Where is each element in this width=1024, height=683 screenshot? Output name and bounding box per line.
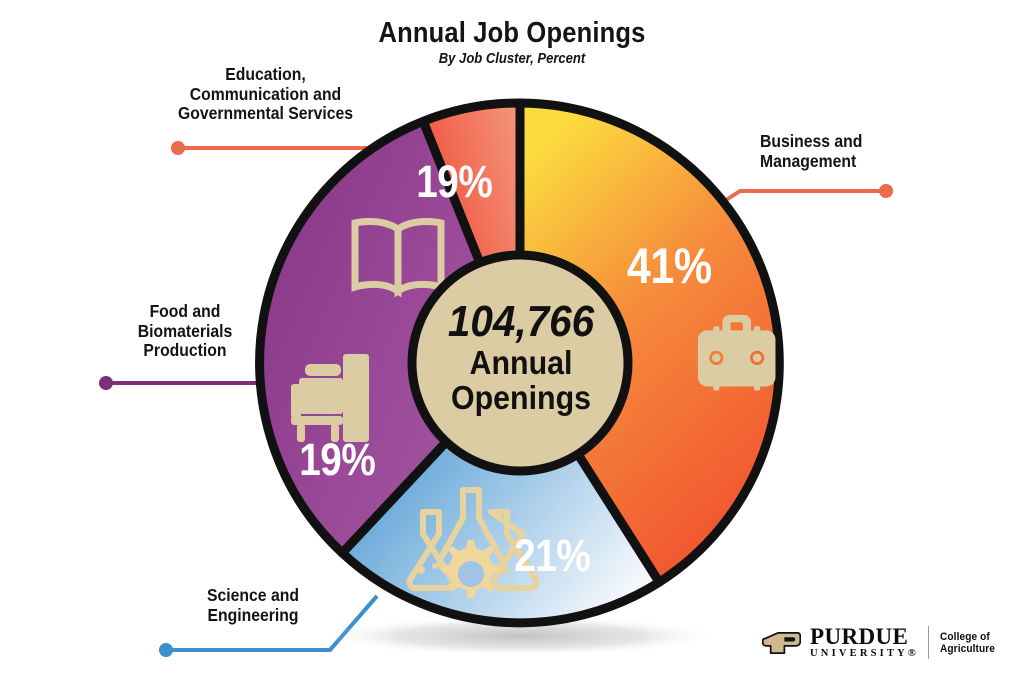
- pie-slices: [255, 98, 784, 628]
- flasks-gear-icon: [406, 487, 540, 598]
- leader-dot-science: [159, 643, 173, 657]
- purdue-wordmark: PURDUE UNIVERSITY®: [810, 625, 919, 660]
- purdue-university-text: UNIVERSITY®: [810, 648, 919, 660]
- callout-label-education: Education, Communication and Governmenta…: [177, 64, 354, 124]
- leader-science: [159, 594, 379, 657]
- purdue-train-p-icon: [762, 631, 801, 654]
- callout-label-science: Science and Engineering: [207, 585, 299, 625]
- pie-svg: [255, 98, 784, 656]
- logo-divider: [927, 626, 929, 659]
- leader-dot-education: [171, 141, 185, 155]
- leader-dot-business: [879, 184, 893, 198]
- center-hub: [407, 250, 633, 476]
- leader-food: [99, 376, 262, 390]
- factory-icon: [291, 354, 369, 442]
- pie-shadow: [320, 616, 720, 656]
- leader-dot-food: [99, 376, 113, 390]
- purdue-name: PURDUE: [810, 624, 909, 650]
- pie-chart: [253, 96, 788, 656]
- college-of-agriculture-text: College of Agriculture: [939, 630, 995, 655]
- callout-label-food: Food and Biomaterials Production: [137, 301, 233, 361]
- slice-food[interactable]: [255, 116, 525, 558]
- callout-label-business: Business and Management: [760, 131, 863, 171]
- briefcase-icon: [697, 315, 776, 391]
- purdue-logo: PURDUE UNIVERSITY® College of Agricultur…: [762, 620, 1024, 665]
